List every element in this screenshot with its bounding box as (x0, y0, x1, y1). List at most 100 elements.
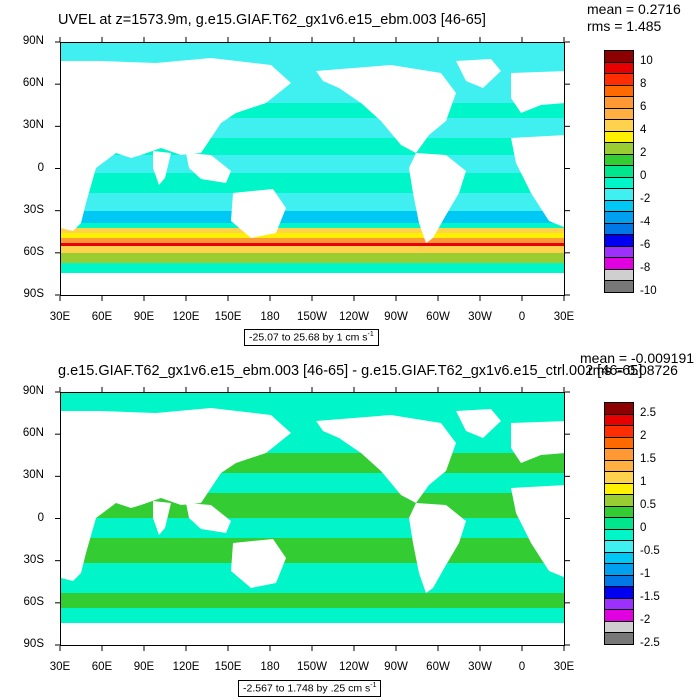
colorbar-label: -8 (640, 261, 651, 274)
velocity-band (61, 538, 564, 563)
x-tick-label: 0 (518, 311, 526, 323)
colorbar-label: -2.5 (640, 636, 660, 649)
map-plot-area (60, 42, 565, 296)
panel-uvel: UVEL at z=1573.9m, g.e15.GIAF.T62_gx1v6.… (22, 1, 681, 346)
velocity-band (61, 263, 564, 273)
panel-difference: g.e15.GIAF.T62_gx1v6.e15_ebm.003 [46-65]… (0, 350, 700, 700)
x-tick-label: 120E (172, 661, 200, 673)
continent-south-america (409, 503, 466, 593)
mean-label: mean = 0.2716 (587, 1, 681, 17)
y-tick-label: 60S (23, 595, 44, 608)
continent-europe-west (511, 421, 564, 463)
continent-eurasia-africa (61, 408, 291, 581)
x-tick-label: 30W (468, 661, 492, 673)
y-tick-label: 0 (37, 511, 44, 524)
y-tick-label: 90N (22, 35, 44, 47)
continent-south-america (409, 153, 466, 243)
colorbar-swatch (604, 632, 634, 645)
range-unit-exponent: -1 (367, 331, 374, 338)
y-tick-label: 0 (37, 161, 44, 174)
x-tick-label: 0 (518, 661, 526, 673)
colorbar-label: 8 (640, 77, 647, 90)
velocity-band (61, 233, 564, 238)
x-tick-label: 150E (214, 311, 242, 323)
colorbar-label: -4 (640, 215, 651, 228)
continent-greenland (456, 409, 501, 438)
y-tick-label: 90N (22, 385, 44, 397)
continent-india (153, 151, 171, 185)
colorbar-label: 0 (640, 169, 647, 182)
velocity-band (61, 43, 564, 57)
velocity-band (61, 608, 564, 623)
colorbar-label: -2 (640, 192, 651, 205)
x-tick-label: 60W (426, 311, 450, 323)
range-text: -2.567 to 1.748 by .25 cm s (243, 682, 371, 695)
velocity-band (61, 393, 564, 407)
colorbar-label: 1.5 (640, 452, 656, 465)
colorbar-label: -1 (640, 567, 651, 580)
continent-india (153, 501, 171, 535)
continent-africa-west (511, 135, 564, 228)
ocean-velocity-map (61, 43, 564, 295)
x-tick-label: 60W (426, 661, 450, 673)
colorbar (604, 50, 634, 293)
y-tick-label: 30N (22, 469, 44, 482)
continent-north-america (316, 65, 456, 153)
continent-europe-west (511, 71, 564, 113)
y-tick-label: 60N (22, 427, 44, 440)
colorbar-label: 2 (640, 146, 647, 159)
map-plot-area (60, 392, 565, 646)
chart-title: UVEL at z=1573.9m, g.e15.GIAF.T62_gx1v6.… (58, 12, 486, 28)
x-tick-label: 60E (91, 311, 113, 323)
y-tick-label: 90S (23, 288, 44, 300)
x-tick-label: 30E (49, 661, 71, 673)
x-tick-label: 150W (296, 661, 328, 673)
continent-africa-west (511, 485, 564, 578)
colorbar-label: 0.5 (640, 498, 656, 511)
y-tick-label: 60S (23, 245, 44, 258)
x-tick-label: 180 (260, 311, 280, 323)
continent-north-america (316, 415, 456, 503)
colorbar-label: -6 (640, 238, 651, 251)
y-tick-label: 30S (23, 553, 44, 566)
colorbar-label: 1 (640, 475, 647, 488)
colorbar-label: -1.5 (640, 590, 660, 603)
colorbar-label: 0 (640, 521, 647, 534)
mean-label: mean = -0.009191 (580, 350, 695, 366)
x-tick-label: 120E (172, 311, 200, 323)
x-tick-label: 90E (133, 661, 155, 673)
colorbar-label: -10 (640, 284, 657, 297)
x-tick-label: 60E (91, 661, 113, 673)
continent-antarctica (61, 273, 564, 295)
colorbar-label: 10 (640, 54, 653, 67)
range-text: -25.07 to 25.68 by 1 cm s (249, 331, 368, 344)
y-tick-label: 90S (23, 638, 44, 650)
continent-eurasia-africa (61, 58, 291, 231)
rms-label: rms = 0.08726 (588, 362, 678, 378)
colorbar-label: 4 (640, 123, 647, 136)
velocity-band (61, 238, 564, 243)
y-tick-label: 30N (22, 119, 44, 132)
rms-label: rms = 1.485 (587, 18, 662, 34)
x-tick-label: 90W (384, 661, 408, 673)
colorbar-label: 2 (640, 429, 647, 442)
contour-range-label: -2.567 to 1.748 by .25 cm s-1 (238, 680, 382, 697)
colorbar-swatch (604, 280, 634, 293)
velocity-band (61, 593, 564, 608)
x-tick-label: 30E (553, 311, 575, 323)
velocity-band (61, 253, 564, 263)
x-tick-label: 90E (133, 311, 155, 323)
range-unit-exponent: -1 (370, 682, 377, 689)
colorbar-label: 2.5 (640, 406, 656, 419)
continent-australia (231, 189, 286, 238)
x-tick-label: 180 (260, 661, 280, 673)
colorbar-label: -0.5 (640, 544, 660, 557)
x-tick-label: 120W (338, 311, 370, 323)
x-tick-label: 30W (468, 311, 492, 323)
velocity-band (61, 228, 564, 233)
velocity-band (61, 243, 564, 246)
continent-se-asia (186, 153, 231, 183)
colorbar-label: 6 (640, 100, 647, 113)
colorbar-label: -2 (640, 613, 651, 626)
contour-range-label: -25.07 to 25.68 by 1 cm s-1 (244, 329, 379, 346)
